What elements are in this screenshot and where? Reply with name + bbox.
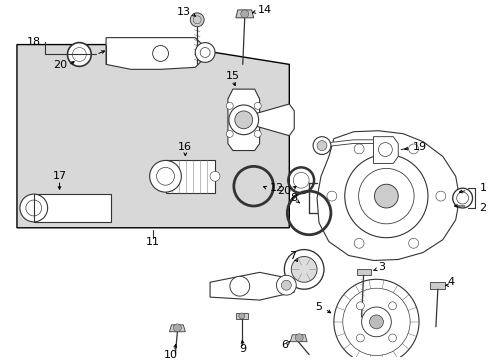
Text: 5: 5 (315, 302, 322, 312)
Circle shape (358, 168, 413, 224)
Text: 10: 10 (163, 350, 177, 360)
Circle shape (361, 307, 390, 337)
Circle shape (356, 302, 364, 310)
Circle shape (378, 143, 391, 157)
Circle shape (254, 130, 261, 137)
Polygon shape (235, 313, 247, 319)
Circle shape (374, 184, 397, 208)
Text: 7: 7 (288, 251, 295, 261)
Circle shape (281, 280, 291, 290)
Text: 12: 12 (269, 183, 283, 193)
Circle shape (195, 42, 215, 62)
Circle shape (353, 238, 364, 248)
Circle shape (234, 111, 252, 129)
Circle shape (67, 42, 91, 66)
Circle shape (276, 275, 296, 295)
Circle shape (408, 144, 418, 154)
Polygon shape (429, 282, 444, 289)
Text: 2: 2 (478, 203, 486, 213)
Text: 1: 1 (478, 183, 486, 193)
Circle shape (228, 105, 258, 135)
Circle shape (333, 279, 418, 360)
Text: 16: 16 (178, 141, 192, 152)
Text: 3: 3 (378, 262, 385, 273)
Text: 13: 13 (176, 7, 190, 17)
Text: 20: 20 (54, 60, 67, 70)
Text: 9: 9 (239, 343, 246, 354)
Circle shape (388, 334, 396, 342)
Circle shape (356, 334, 364, 342)
Polygon shape (373, 137, 397, 163)
Circle shape (435, 191, 445, 201)
Polygon shape (227, 89, 259, 150)
Circle shape (190, 13, 203, 27)
Circle shape (238, 313, 244, 319)
Circle shape (342, 288, 409, 356)
Text: 20: 20 (277, 186, 291, 196)
Circle shape (291, 257, 316, 282)
Circle shape (369, 315, 383, 329)
Circle shape (353, 144, 364, 154)
Text: 18: 18 (27, 37, 41, 46)
Circle shape (20, 194, 47, 222)
Polygon shape (254, 104, 294, 136)
Circle shape (26, 200, 41, 216)
Circle shape (284, 249, 324, 289)
Circle shape (408, 238, 418, 248)
Circle shape (312, 137, 330, 154)
Circle shape (72, 48, 86, 62)
Circle shape (344, 154, 427, 238)
Circle shape (452, 188, 471, 208)
Text: 17: 17 (52, 171, 66, 181)
Text: 11: 11 (145, 237, 159, 247)
Circle shape (226, 130, 233, 137)
Polygon shape (290, 335, 306, 342)
Polygon shape (210, 273, 294, 300)
Circle shape (173, 324, 181, 332)
Polygon shape (356, 269, 370, 275)
Circle shape (149, 161, 181, 192)
Text: 8: 8 (290, 193, 297, 203)
Polygon shape (316, 131, 459, 261)
Circle shape (326, 191, 336, 201)
Circle shape (388, 302, 396, 310)
Circle shape (152, 46, 168, 62)
Polygon shape (106, 38, 204, 69)
Polygon shape (34, 194, 111, 222)
Text: 14: 14 (257, 5, 271, 15)
Circle shape (200, 48, 210, 58)
Polygon shape (235, 10, 253, 18)
Circle shape (240, 10, 248, 18)
Circle shape (295, 334, 303, 342)
Polygon shape (17, 45, 289, 228)
Circle shape (226, 102, 233, 109)
Text: 6: 6 (280, 339, 287, 350)
Circle shape (156, 167, 174, 185)
Circle shape (229, 276, 249, 296)
Polygon shape (165, 161, 215, 193)
Text: 4: 4 (447, 277, 454, 287)
Circle shape (210, 171, 220, 181)
Polygon shape (169, 325, 185, 332)
Text: 19: 19 (412, 141, 427, 152)
Text: 15: 15 (225, 71, 239, 81)
Circle shape (456, 192, 468, 204)
Circle shape (254, 102, 261, 109)
Circle shape (193, 16, 201, 24)
Circle shape (316, 141, 326, 150)
